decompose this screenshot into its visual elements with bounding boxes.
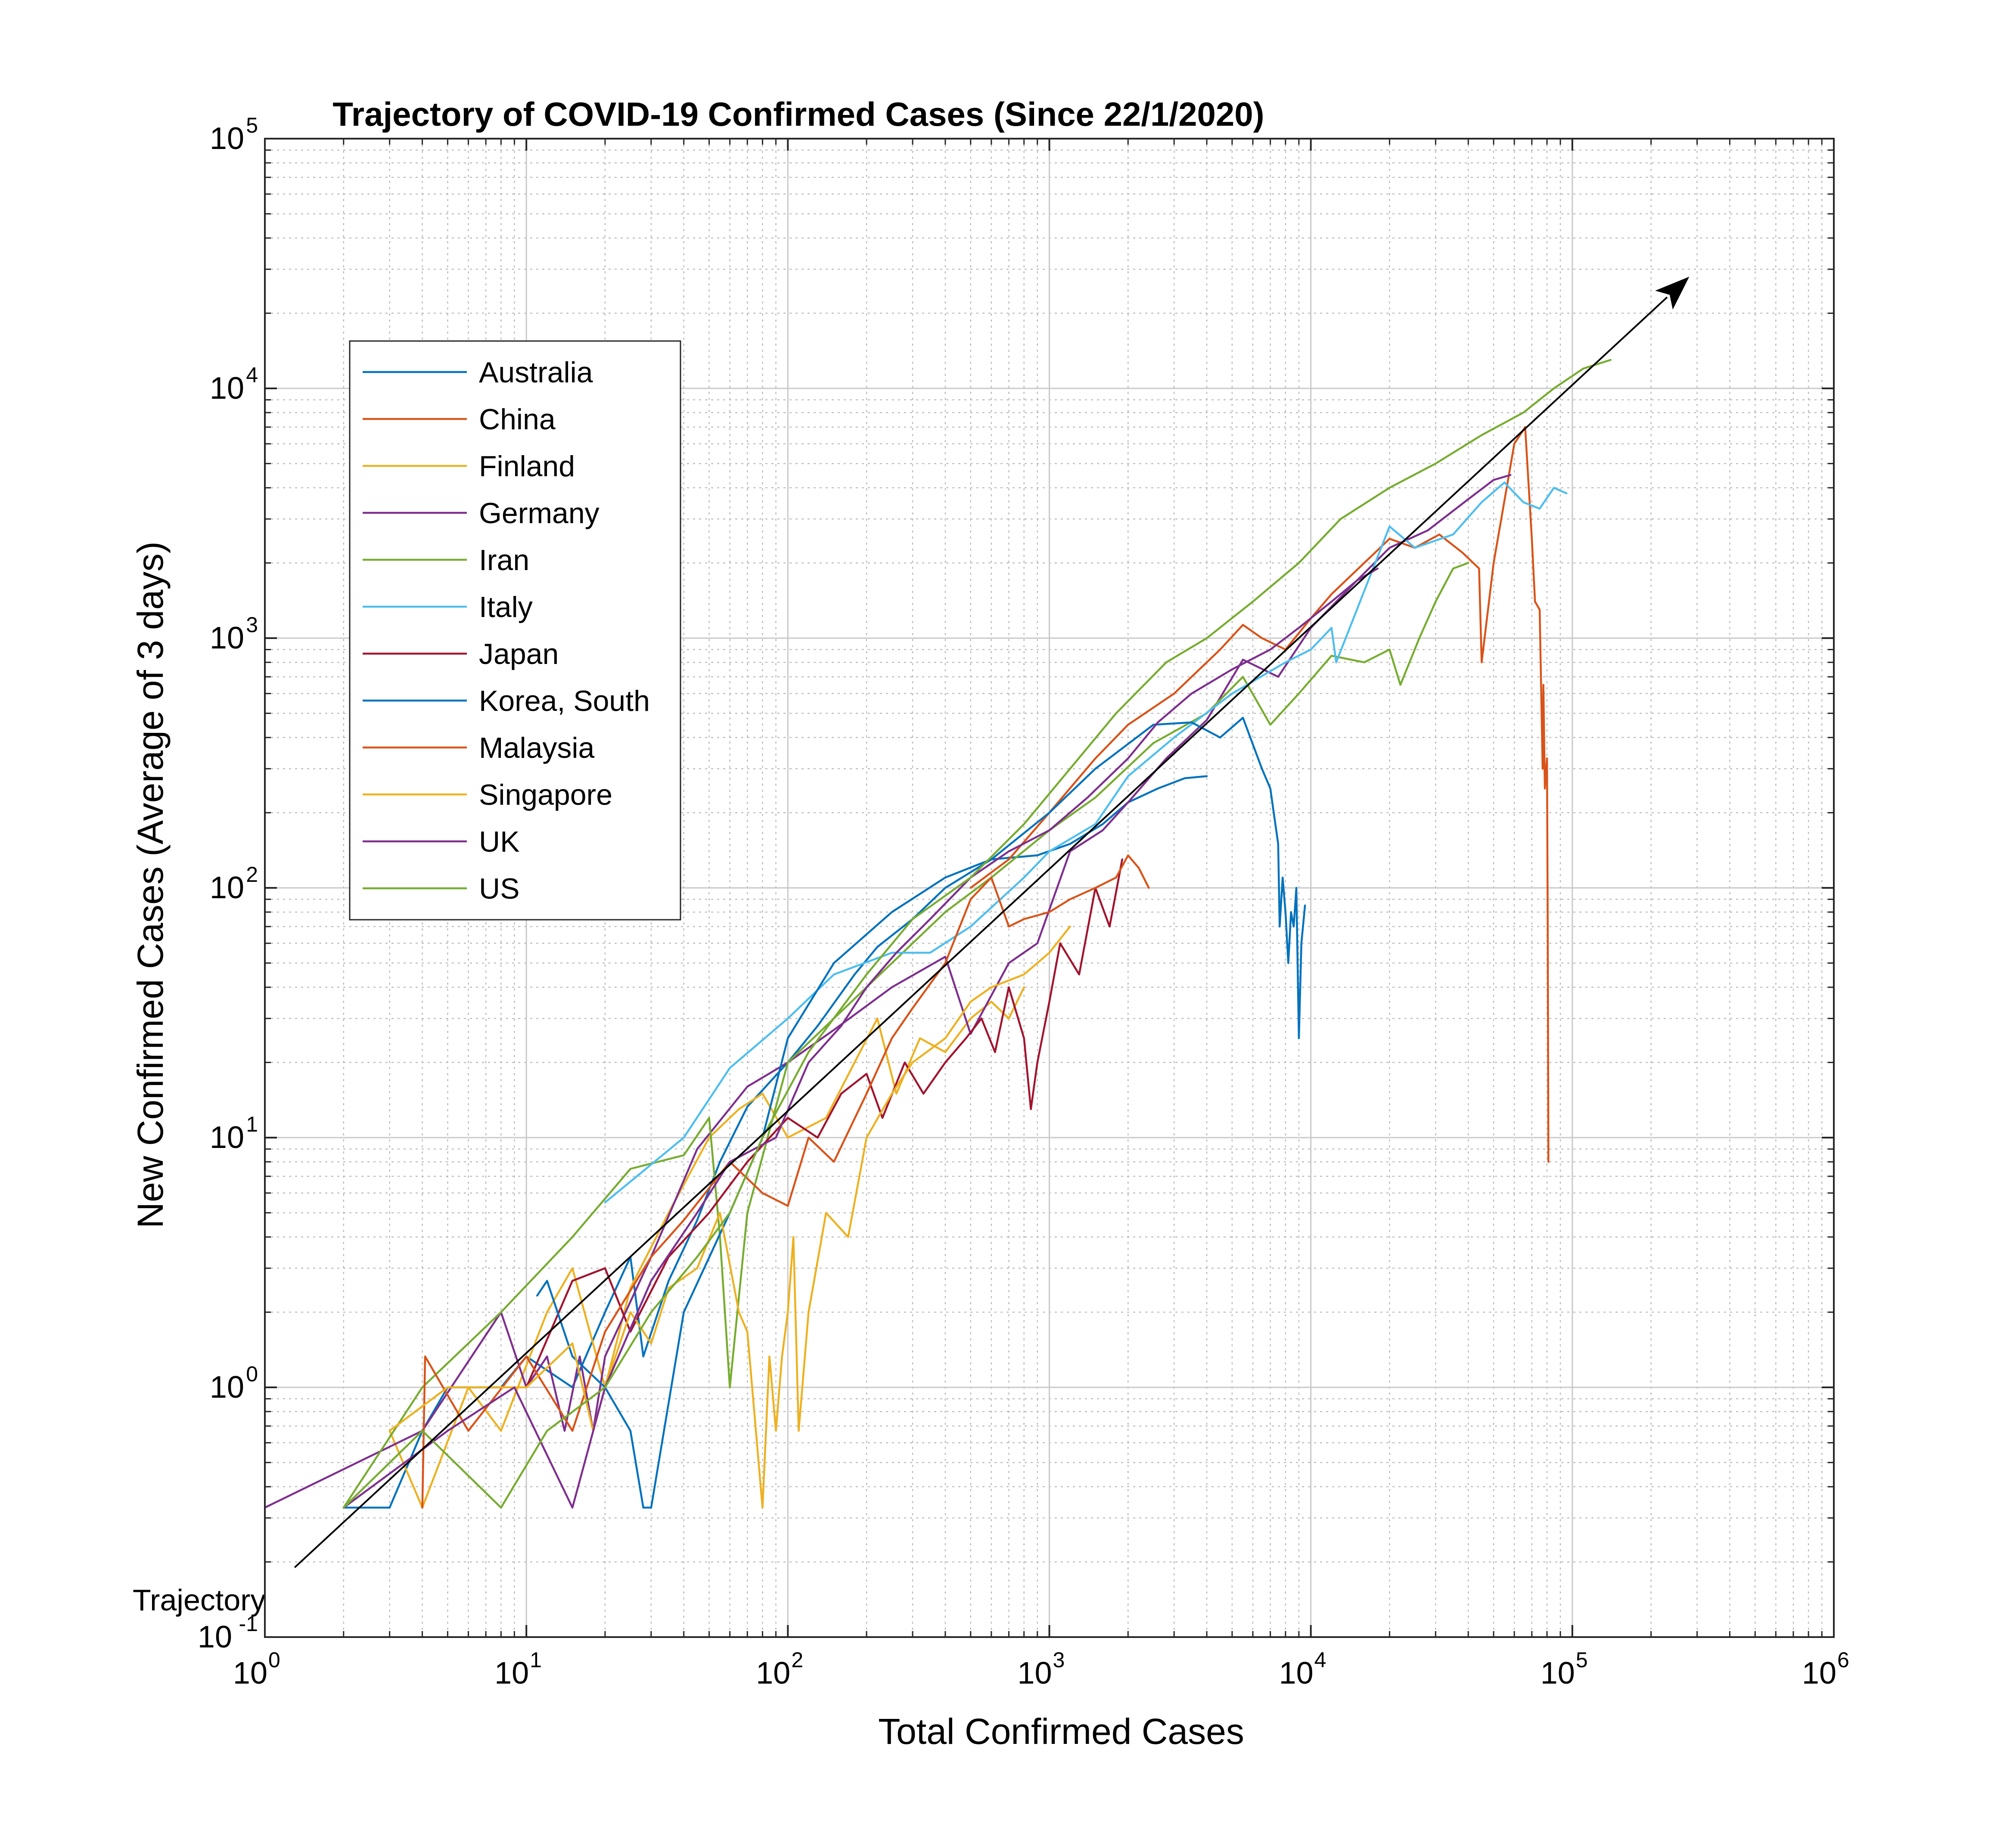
- x-tick-labels: 10 0 10 1 10 2 10 3 10 4 10 5 10 6: [233, 1648, 1849, 1690]
- x-tick-label: 10 1: [494, 1648, 542, 1690]
- x-tick-base: 10: [494, 1656, 529, 1690]
- legend-label: Finland: [479, 450, 575, 483]
- y-tick-exponent: 4: [246, 363, 258, 387]
- y-tick-base: 10: [210, 371, 244, 406]
- y-tick-label: 510: [210, 113, 258, 156]
- legend-label: Iran: [479, 544, 529, 577]
- series-line-iran: [342, 562, 1469, 1509]
- y-tick-exponent: 0: [246, 1362, 258, 1386]
- y-tick-label: -1 10: [198, 1612, 258, 1654]
- x-tick-label: 10 0: [233, 1648, 280, 1690]
- chart-title: Trajectory of COVID-19 Confirmed Cases (…: [332, 95, 1264, 133]
- legend-item-iran: Iran: [363, 544, 529, 577]
- x-tick-exponent: 4: [1314, 1648, 1326, 1672]
- y-tick-base: 10: [210, 1120, 244, 1155]
- y-tick-exponent: 3: [246, 613, 258, 637]
- series-line-china: [969, 426, 1550, 1163]
- trajectory-arrow-line: [294, 296, 1668, 1568]
- x-tick-exponent: 6: [1837, 1648, 1849, 1672]
- legend-label: UK: [479, 825, 519, 858]
- x-tick-base: 10: [1541, 1656, 1575, 1690]
- trajectory-label: Trajectory: [133, 1583, 266, 1617]
- x-tick-label: 10 2: [756, 1648, 803, 1690]
- y-tick-label: 010: [210, 1362, 258, 1405]
- x-tick-base: 10: [1279, 1656, 1314, 1690]
- legend-item-italy: Italy: [363, 591, 533, 623]
- x-tick-exponent: 3: [1053, 1648, 1065, 1672]
- x-tick-label: 10 3: [1017, 1648, 1065, 1690]
- y-tick-base: 10: [198, 1620, 232, 1654]
- x-tick-exponent: 1: [530, 1648, 542, 1672]
- legend-item-japan: Japan: [363, 638, 559, 670]
- x-axis-label: Total Confirmed Cases: [878, 1711, 1244, 1752]
- x-tick-exponent: 0: [268, 1648, 280, 1672]
- y-tick-base: 10: [210, 1370, 244, 1405]
- series-line-korea-south: [536, 716, 1306, 1509]
- legend-label: Italy: [479, 591, 533, 623]
- y-tick-label: 310: [210, 613, 258, 655]
- trajectory: Trajectory: [133, 276, 1690, 1617]
- y-tick-base: 10: [210, 621, 244, 655]
- legend-label: Malaysia: [479, 732, 594, 764]
- x-tick-label: 10 4: [1279, 1648, 1326, 1690]
- y-tick-exponent: -1: [239, 1612, 258, 1636]
- legend-label: Germany: [479, 497, 600, 530]
- series-line-singapore: [388, 925, 1071, 1509]
- y-tick-exponent: 1: [246, 1112, 258, 1136]
- x-tick-base: 10: [1802, 1656, 1836, 1690]
- legend-item-malaysia: Malaysia: [363, 732, 594, 764]
- x-tick-label: 10 6: [1802, 1648, 1849, 1690]
- series-line-malaysia: [421, 854, 1150, 1509]
- x-tick-base: 10: [1017, 1656, 1052, 1690]
- x-tick-exponent: 5: [1576, 1648, 1588, 1672]
- legend-label: Singapore: [479, 779, 612, 811]
- legend-item-us: US: [363, 872, 519, 905]
- series-line-us: [342, 359, 1612, 1509]
- legend-item-korea-south: Korea, South: [363, 685, 650, 717]
- legend-item-uk: UK: [363, 825, 519, 858]
- legend-label: Japan: [479, 638, 559, 670]
- legend-item-china: China: [363, 403, 556, 436]
- series-line-uk: [342, 568, 1379, 1509]
- legend-items: Australia China Finland Germany Iran Italy Jap…: [363, 356, 650, 905]
- y-tick-exponent: 5: [246, 113, 258, 137]
- legend-item-germany: Germany: [363, 497, 600, 530]
- y-tick-exponent: 2: [246, 862, 258, 887]
- series-line-italy: [604, 481, 1568, 1203]
- y-tick-label: 410: [210, 363, 258, 406]
- legend-item-finland: Finland: [363, 450, 575, 483]
- x-tick-label: 10 5: [1541, 1648, 1588, 1690]
- y-tick-base: 10: [210, 121, 244, 156]
- series-line-japan: [525, 858, 1123, 1389]
- trajectory-arrow-head: [1655, 276, 1690, 310]
- y-tick-label: 110: [210, 1112, 258, 1155]
- y-axis-label: New Confirmed Cases (Average of 3 days): [130, 541, 171, 1228]
- legend-label: Korea, South: [479, 685, 650, 717]
- x-tick-base: 10: [233, 1656, 267, 1690]
- series-line-germany: [264, 474, 1512, 1509]
- x-tick-base: 10: [756, 1656, 790, 1690]
- legend-label: Australia: [479, 356, 593, 389]
- series-line-finland: [388, 986, 1025, 1509]
- legend: Australia China Finland Germany Iran Italy Jap…: [349, 340, 681, 921]
- axis-ticks: [264, 138, 1835, 1638]
- x-tick-exponent: 2: [791, 1648, 803, 1672]
- legend-label: China: [479, 403, 556, 436]
- legend-item-australia: Australia: [363, 356, 593, 389]
- legend-label: US: [479, 872, 519, 905]
- legend-box: [349, 340, 681, 921]
- y-tick-base: 10: [210, 871, 244, 905]
- series-group: [264, 359, 1612, 1509]
- legend-item-singapore: Singapore: [363, 779, 612, 811]
- y-tick-label: 210: [210, 862, 258, 905]
